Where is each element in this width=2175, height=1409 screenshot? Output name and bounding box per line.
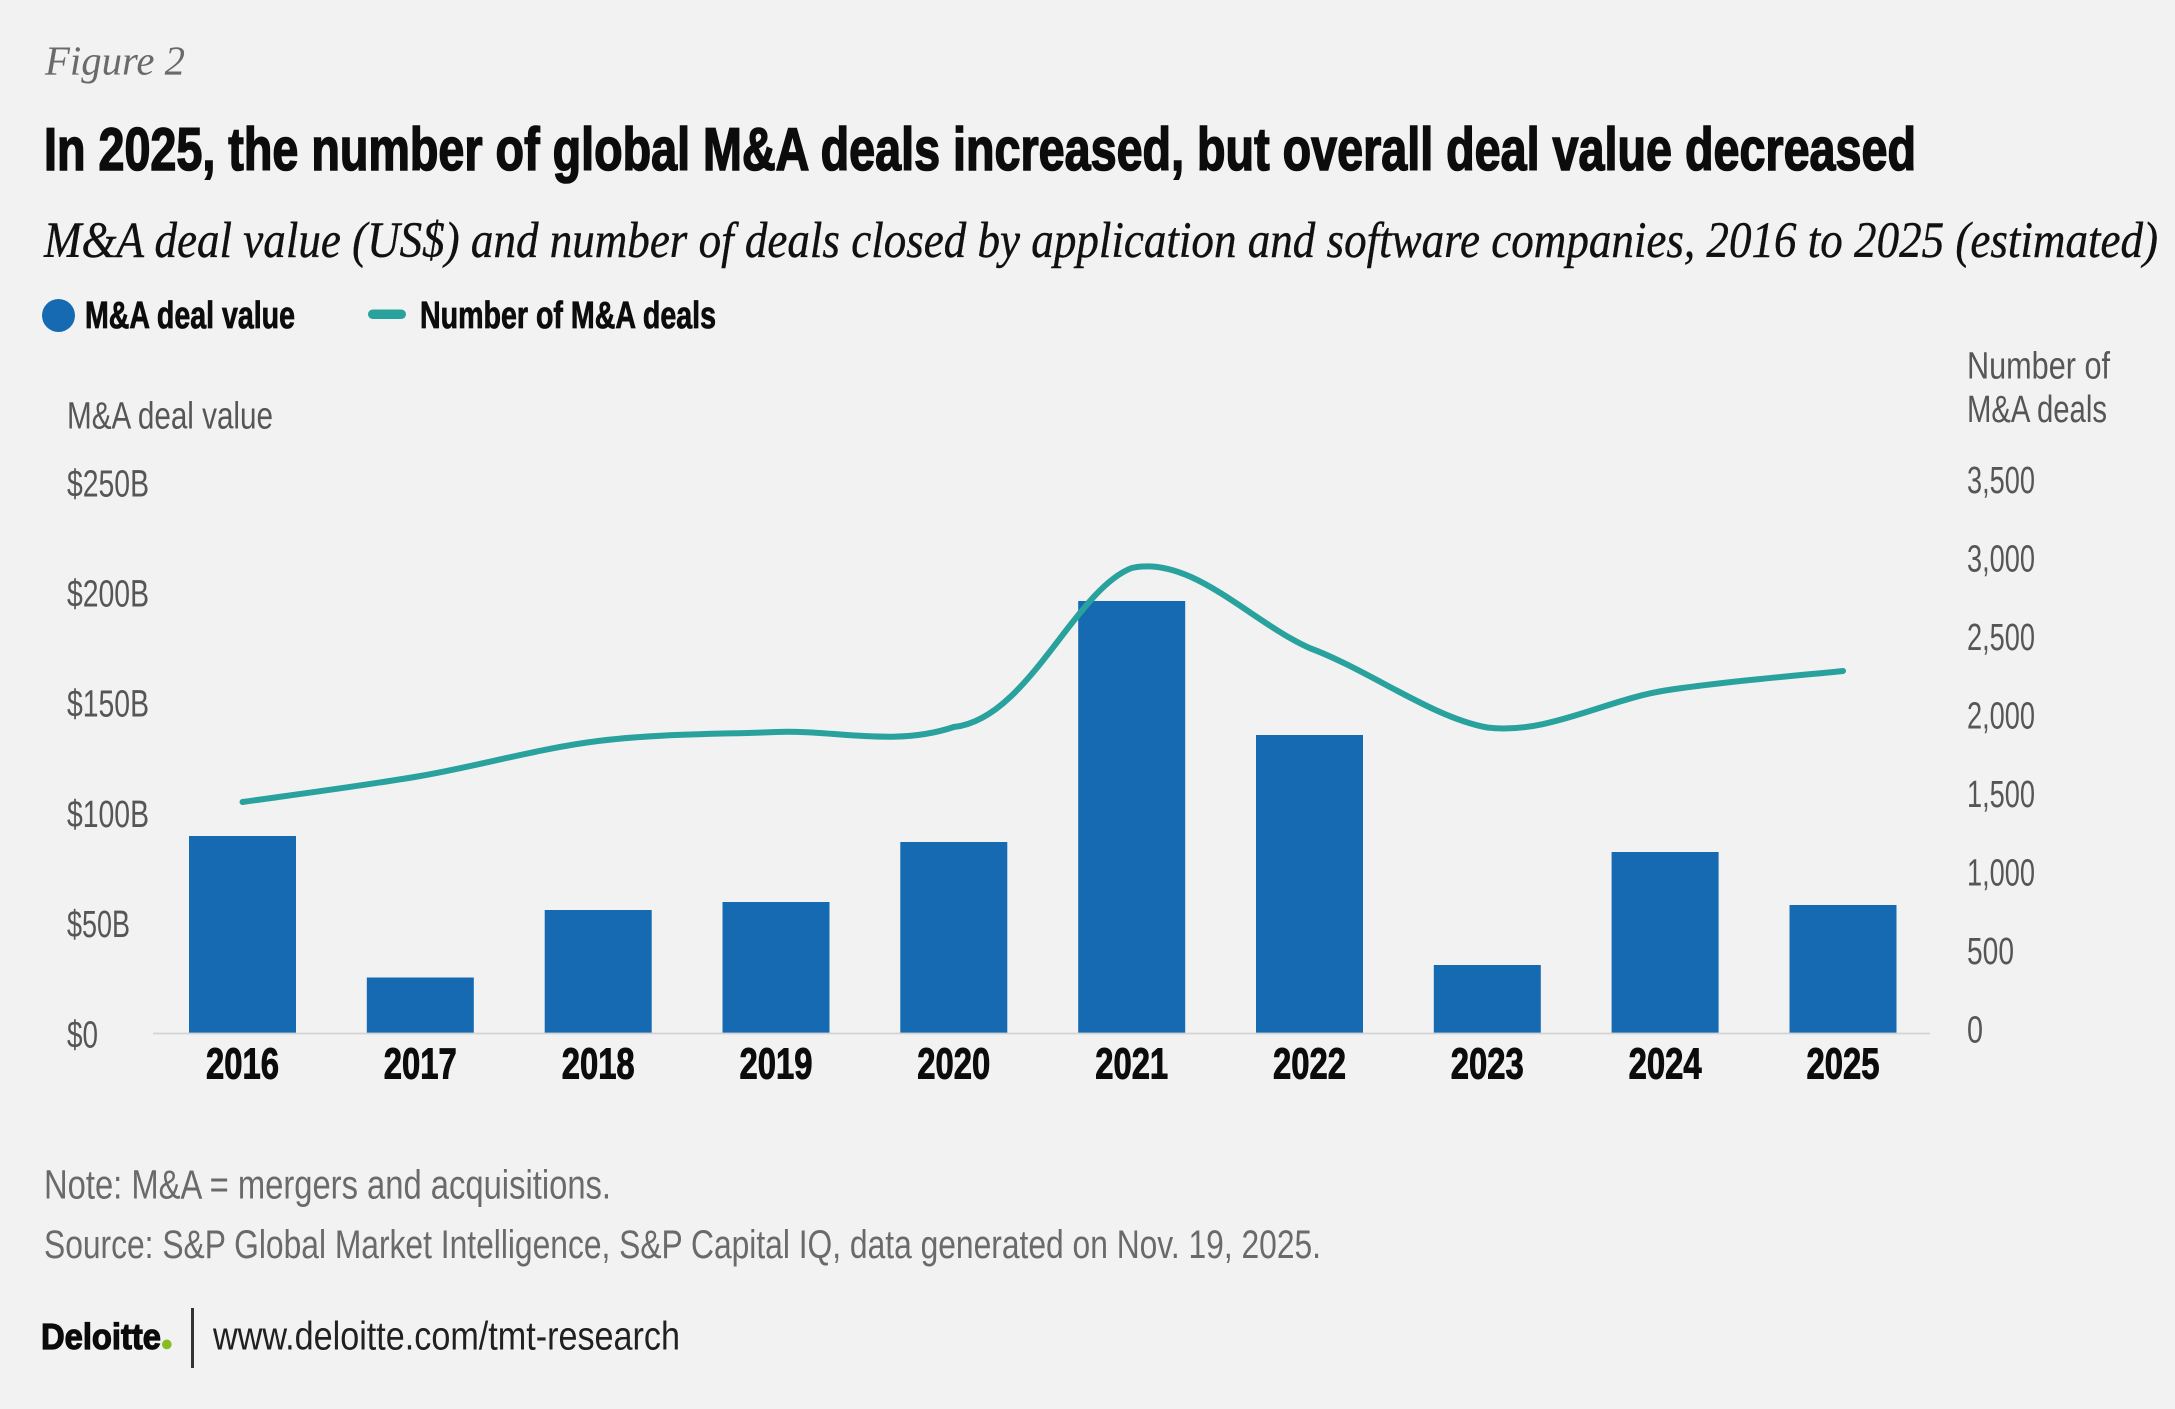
svg-text:2019: 2019 bbox=[740, 1040, 813, 1089]
svg-text:2022: 2022 bbox=[1273, 1040, 1346, 1089]
svg-text:1,500: 1,500 bbox=[1967, 774, 2035, 816]
svg-text:3,000: 3,000 bbox=[1967, 538, 2035, 580]
svg-text:M&A deals: M&A deals bbox=[1967, 389, 2107, 431]
svg-text:$50B: $50B bbox=[67, 904, 130, 946]
svg-text:1,000: 1,000 bbox=[1967, 852, 2035, 894]
svg-text:M&A deal value: M&A deal value bbox=[85, 295, 295, 337]
svg-text:Source: S&P Global Market Inte: Source: S&P Global Market Intelligence, … bbox=[44, 1223, 1321, 1267]
svg-text:2023: 2023 bbox=[1451, 1040, 1524, 1089]
svg-text:M&A deal value: M&A deal value bbox=[67, 395, 273, 437]
svg-text:2016: 2016 bbox=[206, 1040, 279, 1089]
svg-text:Number of: Number of bbox=[1967, 345, 2110, 387]
svg-text:$200B: $200B bbox=[67, 574, 149, 616]
svg-text:0: 0 bbox=[1967, 1009, 1983, 1051]
svg-text:$0: $0 bbox=[67, 1014, 98, 1056]
svg-text:M&A deal value (US$) and numbe: M&A deal value (US$) and number of deals… bbox=[43, 213, 2158, 269]
svg-text:2018: 2018 bbox=[562, 1040, 635, 1089]
svg-text:2017: 2017 bbox=[384, 1040, 457, 1089]
svg-text:2,000: 2,000 bbox=[1967, 695, 2035, 737]
svg-text:500: 500 bbox=[1967, 931, 2014, 973]
svg-text:$150B: $150B bbox=[67, 684, 149, 726]
svg-text:Deloitte: Deloitte bbox=[41, 1316, 161, 1357]
svg-text:www.deloitte.com/tmt-research: www.deloitte.com/tmt-research bbox=[212, 1315, 680, 1359]
svg-text:Number of M&A deals: Number of M&A deals bbox=[420, 295, 716, 337]
svg-text:In 2025, the number of global: In 2025, the number of global M&A deals … bbox=[44, 116, 1916, 183]
svg-text:2021: 2021 bbox=[1095, 1040, 1168, 1089]
svg-text:Note: M&A = mergers and acquis: Note: M&A = mergers and acquisitions. bbox=[44, 1162, 611, 1208]
svg-text:2,500: 2,500 bbox=[1967, 617, 2035, 659]
svg-text:$250B: $250B bbox=[67, 463, 149, 505]
svg-text:Figure 2: Figure 2 bbox=[44, 38, 185, 84]
svg-text:2025: 2025 bbox=[1807, 1040, 1880, 1089]
svg-text:2020: 2020 bbox=[917, 1040, 990, 1089]
svg-text:$100B: $100B bbox=[67, 794, 149, 836]
svg-text:3,500: 3,500 bbox=[1967, 460, 2035, 502]
svg-text:2024: 2024 bbox=[1629, 1040, 1702, 1089]
